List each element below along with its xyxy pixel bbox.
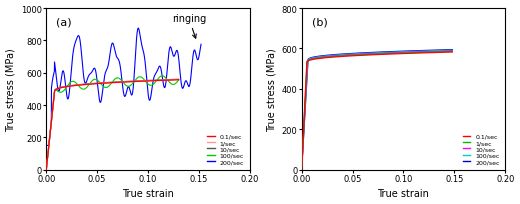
Y-axis label: True stress (MPa): True stress (MPa) xyxy=(6,48,16,131)
X-axis label: True strain: True strain xyxy=(378,188,430,198)
Text: ringing: ringing xyxy=(172,14,206,39)
X-axis label: True strain: True strain xyxy=(122,188,174,198)
Legend: 0.1/sec, 1/sec, 10/sec, 100/sec, 200/sec: 0.1/sec, 1/sec, 10/sec, 100/sec, 200/sec xyxy=(205,131,247,167)
Text: (b): (b) xyxy=(312,17,328,27)
Text: (a): (a) xyxy=(57,17,72,27)
Legend: 0.1/sec, 1/sec, 10/sec, 100/sec, 200/sec: 0.1/sec, 1/sec, 10/sec, 100/sec, 200/sec xyxy=(460,131,502,167)
Y-axis label: True stress (MPa): True stress (MPa) xyxy=(266,48,276,131)
